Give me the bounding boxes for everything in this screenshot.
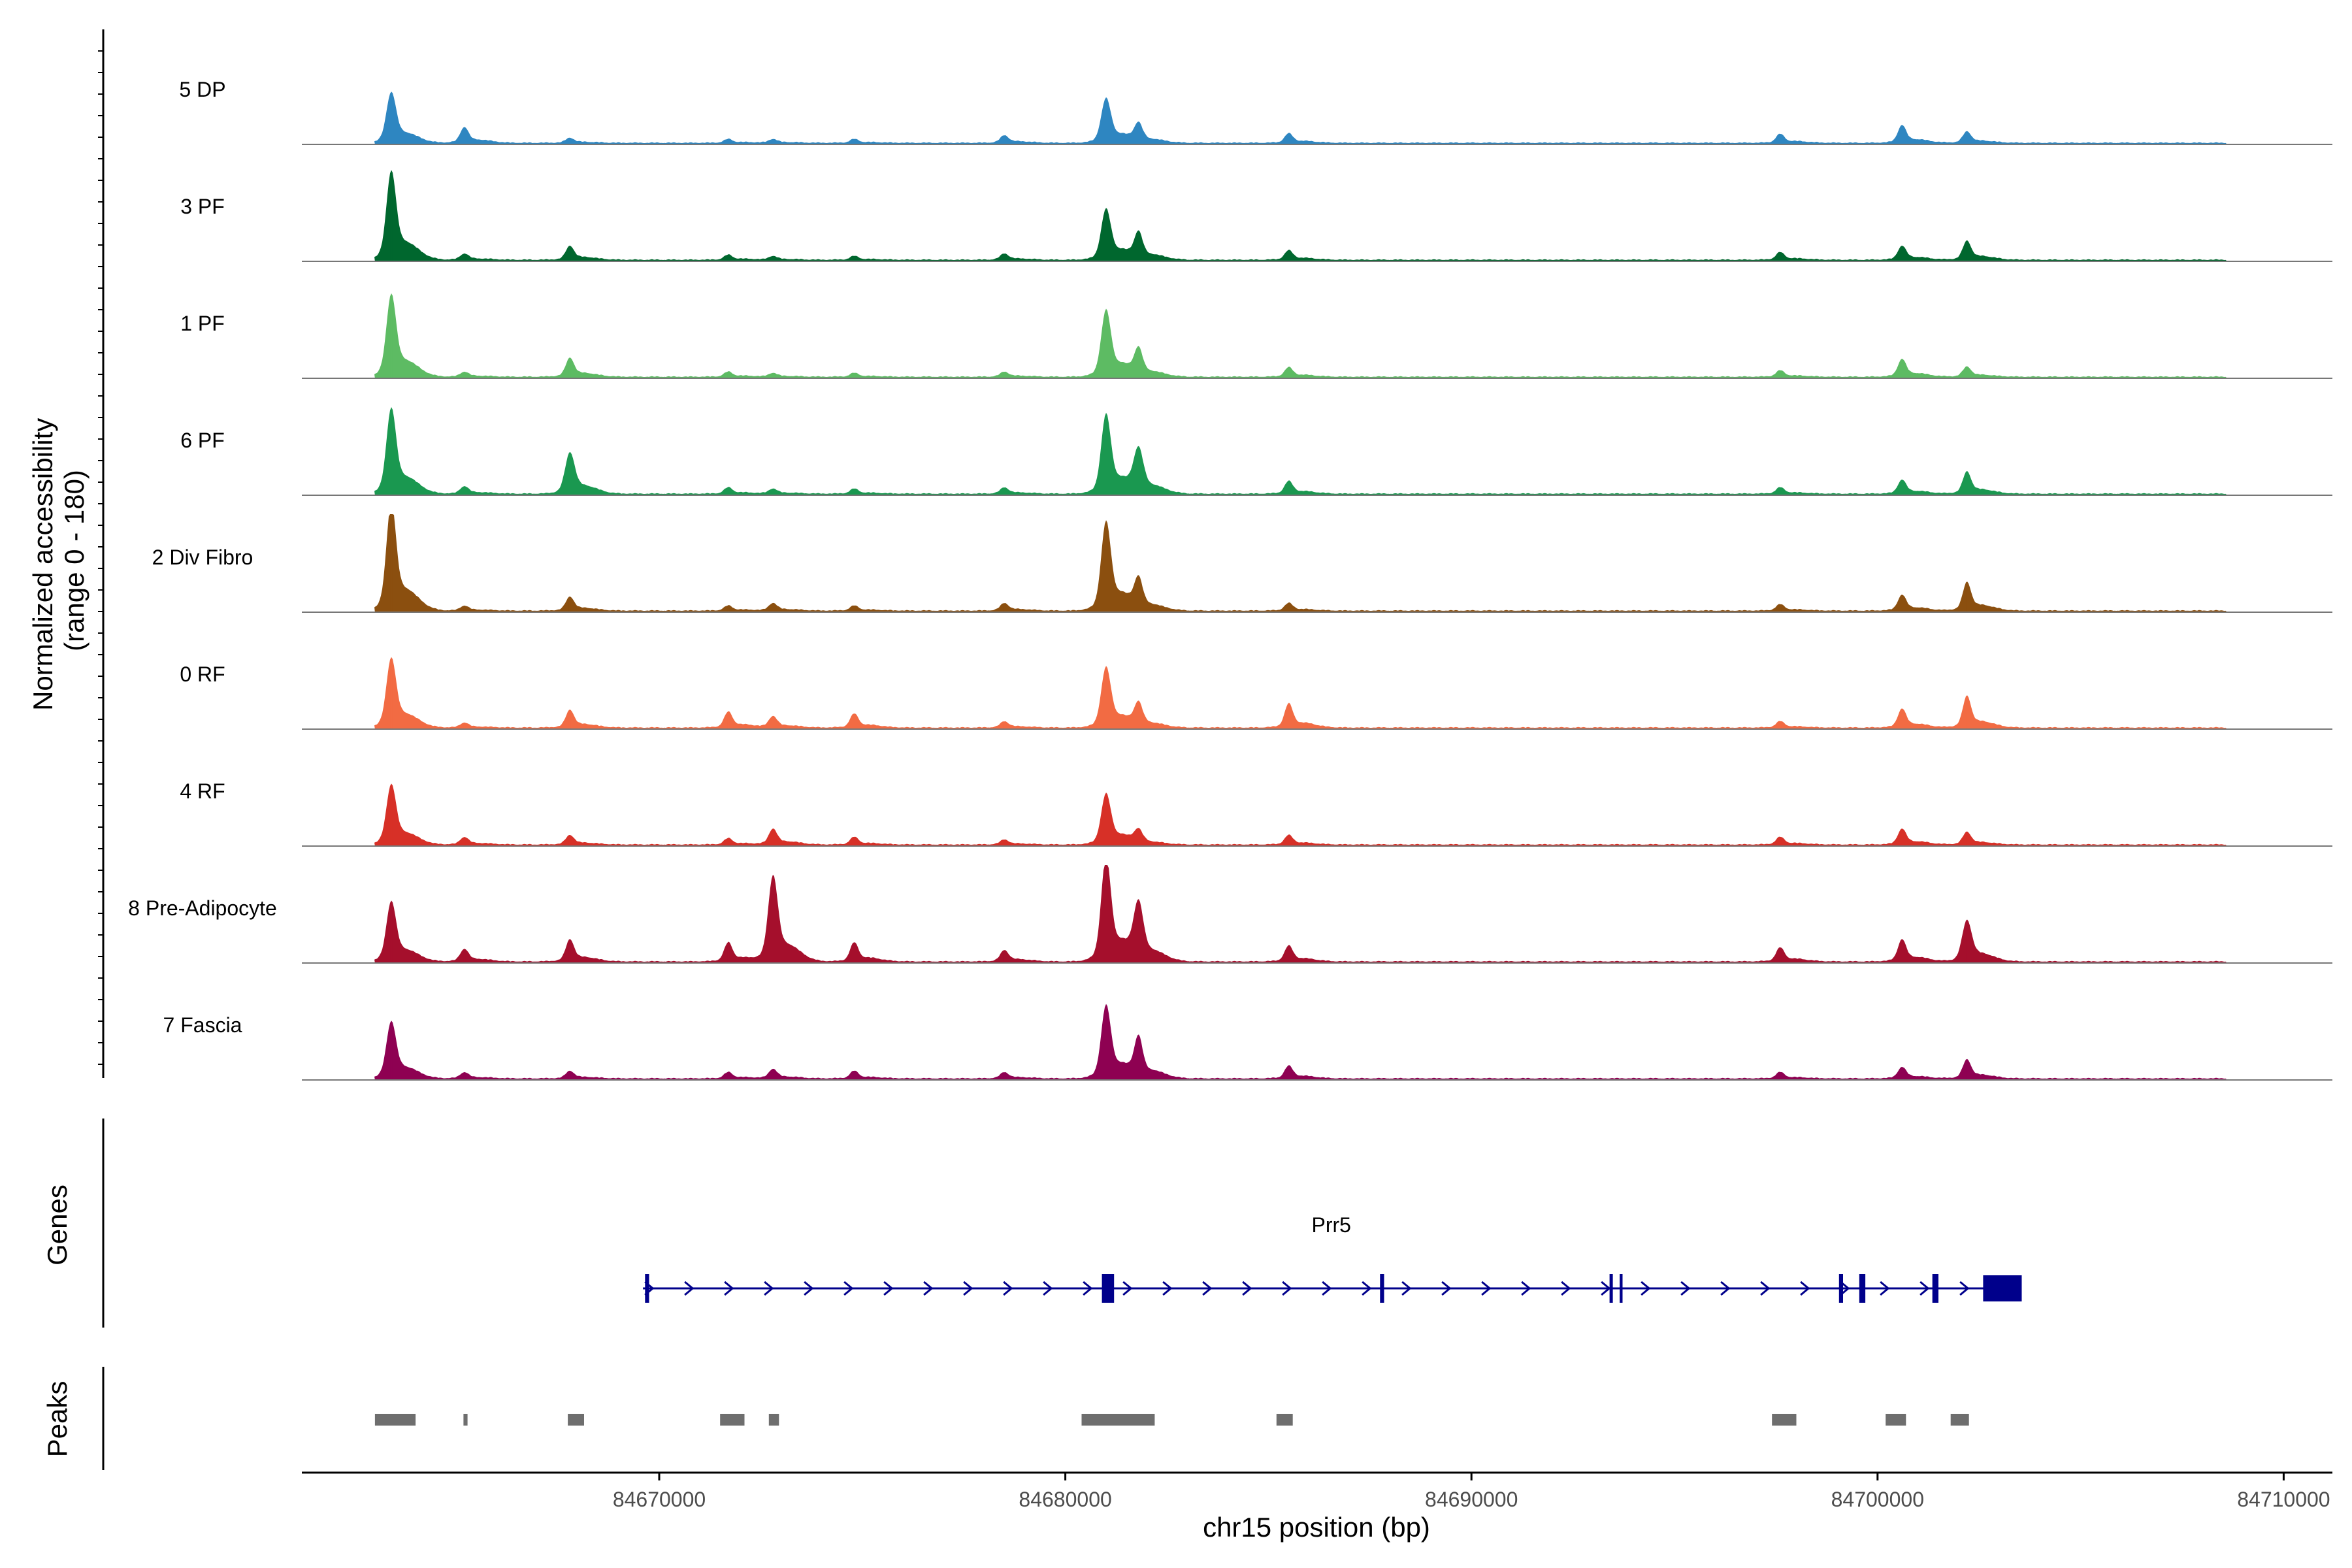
x-axis-tick-label: 84690000 <box>1425 1488 1518 1511</box>
track-2-div-fibro: 2 Div Fibro <box>152 514 2332 613</box>
strand-arrow <box>724 1281 734 1296</box>
strand-arrow <box>1043 1281 1053 1296</box>
track-8-pre-adipocyte: 8 Pre-Adipocyte <box>128 865 2332 964</box>
coverage-area <box>374 1004 2227 1080</box>
track-label: 3 PF <box>180 195 225 218</box>
strand-arrow <box>1282 1281 1292 1296</box>
strand-arrow <box>1362 1281 1372 1296</box>
coverage-area <box>374 293 2227 378</box>
peak-region <box>1276 1414 1293 1426</box>
gene-exon <box>1932 1274 1938 1303</box>
peaks-panel-label: Peaks <box>42 1381 73 1458</box>
strand-arrow <box>923 1281 934 1296</box>
track-label: 4 RF <box>180 779 225 803</box>
strand-arrow <box>843 1281 854 1296</box>
coverage-area <box>374 514 2227 612</box>
strand-arrow <box>1441 1281 1452 1296</box>
strand-arrow <box>1880 1281 1890 1296</box>
strand-arrow <box>1202 1281 1213 1296</box>
gene-exon <box>1380 1274 1384 1303</box>
gene-exon <box>1609 1274 1613 1303</box>
y-axis <box>98 29 105 1078</box>
x-axis-tick-label: 84700000 <box>1831 1488 1924 1511</box>
strand-arrow <box>883 1281 894 1296</box>
strand-arrow <box>963 1281 973 1296</box>
peak-region <box>1081 1414 1155 1426</box>
peak-region <box>1886 1414 1906 1426</box>
track-label: 2 Div Fibro <box>152 546 253 569</box>
x-axis-tick-label: 84670000 <box>613 1488 706 1511</box>
track-label: 8 Pre-Adipocyte <box>128 896 277 920</box>
strand-arrow <box>1919 1281 1930 1296</box>
track-label: 7 Fascia <box>163 1013 242 1037</box>
strand-arrow <box>1760 1281 1771 1296</box>
strand-arrow <box>804 1281 814 1296</box>
gene-exon <box>1983 1275 2022 1301</box>
strand-arrow <box>1122 1281 1133 1296</box>
genes-panel-label: Genes <box>42 1184 73 1266</box>
strand-arrow <box>1641 1281 1651 1296</box>
gene-exon <box>1620 1274 1623 1303</box>
y-axis-title-line2: (range 0 - 180) <box>59 470 90 651</box>
strand-arrow <box>1162 1281 1173 1296</box>
peak-region <box>463 1414 468 1426</box>
strand-arrow <box>1083 1281 1093 1296</box>
track-0-rf: 0 RF <box>180 657 2332 730</box>
strand-arrow <box>1003 1281 1013 1296</box>
coverage-area <box>374 865 2227 963</box>
peak-region <box>1950 1414 1969 1426</box>
strand-arrow <box>1720 1281 1731 1296</box>
track-3-pf: 3 PF <box>180 170 2332 262</box>
track-4-rf: 4 RF <box>180 779 2332 847</box>
gene-exon <box>645 1274 649 1303</box>
gene-label: Prr5 <box>1312 1213 1351 1237</box>
gene-track: Prr5 <box>643 1213 2022 1303</box>
strand-arrow <box>1840 1281 1850 1296</box>
peak-region <box>374 1414 416 1426</box>
strand-arrow <box>1481 1281 1492 1296</box>
track-6-pf: 6 PF <box>180 407 2332 496</box>
y-axis-title-line1: Normalized accessibility <box>27 418 58 711</box>
coverage-area <box>374 657 2227 729</box>
gene-exon <box>1102 1274 1115 1303</box>
coverage-area <box>374 91 2227 144</box>
strand-arrow <box>684 1281 694 1296</box>
coverage-area <box>374 407 2227 495</box>
x-axis-tick-label: 84680000 <box>1019 1488 1111 1511</box>
track-7-fascia: 7 Fascia <box>163 1004 2332 1081</box>
strand-arrow <box>1242 1281 1252 1296</box>
strand-arrow <box>1959 1281 1970 1296</box>
peak-region <box>568 1414 584 1426</box>
coverage-area <box>374 783 2227 846</box>
strand-arrow <box>1322 1281 1332 1296</box>
track-5-dp: 5 DP <box>179 78 2332 145</box>
x-axis-tick-label: 84710000 <box>2237 1488 2330 1511</box>
track-label: 5 DP <box>179 78 225 101</box>
gene-prr5: Prr5 <box>643 1213 2022 1303</box>
x-axis: 84670000 84680000 84690000 84700000 84710000 <box>302 1471 2332 1511</box>
peak-track <box>374 1414 1969 1426</box>
strand-arrow <box>1561 1281 1571 1296</box>
strand-arrow <box>1601 1281 1611 1296</box>
strand-arrow <box>1521 1281 1531 1296</box>
strand-arrow <box>764 1281 774 1296</box>
peak-region <box>720 1414 745 1426</box>
x-axis-title: chr15 position (bp) <box>1203 1512 1430 1543</box>
peak-region <box>1772 1414 1797 1426</box>
gene-exon <box>1859 1274 1866 1303</box>
peak-region <box>768 1414 779 1426</box>
track-1-pf: 1 PF <box>180 293 2332 379</box>
strand-arrow <box>1401 1281 1412 1296</box>
gene-exon <box>1838 1274 1843 1303</box>
strand-arrow <box>1680 1281 1691 1296</box>
track-label: 0 RF <box>180 662 225 686</box>
track-label: 1 PF <box>180 312 225 335</box>
track-label: 6 PF <box>180 429 225 452</box>
coverage-tracks: 5 DP 3 PF 1 PF 6 PF 2 Div Fibro 0 RF 4 RF 8 Pre… <box>128 78 2332 1081</box>
coverage-area <box>374 170 2227 261</box>
strand-arrow <box>1800 1281 1810 1296</box>
y-axis-title: Normalized accessibility (range 0 - 180) <box>27 410 90 711</box>
